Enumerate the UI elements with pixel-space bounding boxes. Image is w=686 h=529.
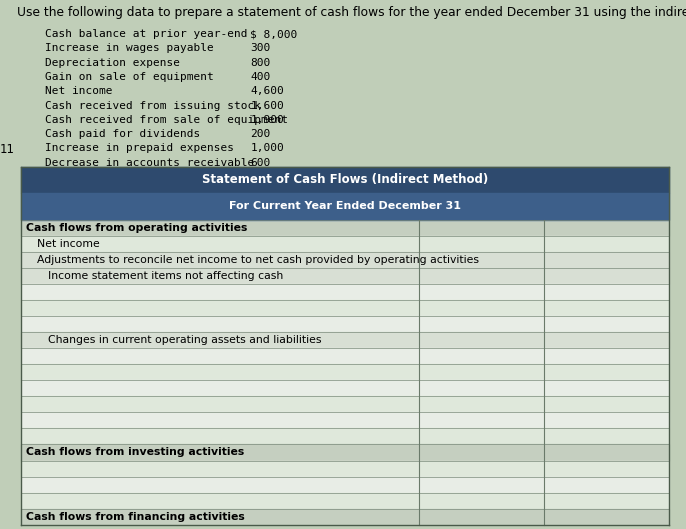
Text: Net income: Net income bbox=[45, 86, 112, 96]
Bar bbox=[21, 268, 669, 284]
Text: 4,600: 4,600 bbox=[250, 86, 284, 96]
Text: Adjustments to reconcile net income to net cash provided by operating activities: Adjustments to reconcile net income to n… bbox=[37, 254, 479, 264]
Bar bbox=[21, 412, 669, 428]
Text: Cash flows from investing activities: Cash flows from investing activities bbox=[26, 448, 244, 458]
Text: Cash received from sale of equipment: Cash received from sale of equipment bbox=[45, 115, 287, 125]
Text: 800: 800 bbox=[250, 58, 271, 68]
Text: For Current Year Ended December 31: For Current Year Ended December 31 bbox=[228, 202, 461, 211]
Text: 400: 400 bbox=[250, 72, 271, 82]
Text: 200: 200 bbox=[250, 129, 271, 139]
Text: Cash received from issuing stock: Cash received from issuing stock bbox=[45, 101, 261, 111]
Bar bbox=[21, 428, 669, 444]
Bar bbox=[21, 444, 669, 461]
Bar bbox=[21, 364, 669, 380]
Text: Net income: Net income bbox=[37, 239, 99, 249]
Bar bbox=[21, 477, 669, 492]
Bar bbox=[21, 220, 669, 235]
Bar bbox=[21, 509, 669, 525]
Bar bbox=[21, 461, 669, 477]
Text: Cash flows from operating activities: Cash flows from operating activities bbox=[26, 223, 248, 233]
Bar bbox=[21, 316, 669, 332]
Bar bbox=[21, 332, 669, 348]
Bar bbox=[21, 167, 669, 193]
Text: 600: 600 bbox=[250, 158, 271, 168]
Bar bbox=[21, 492, 669, 509]
Text: Cash paid for dividends: Cash paid for dividends bbox=[45, 129, 200, 139]
Text: Income statement items not affecting cash: Income statement items not affecting cas… bbox=[48, 271, 283, 281]
Bar bbox=[21, 396, 669, 412]
Text: Depreciation expense: Depreciation expense bbox=[45, 58, 180, 68]
Bar bbox=[21, 252, 669, 268]
Text: 11: 11 bbox=[0, 143, 15, 156]
Text: 300: 300 bbox=[250, 43, 271, 53]
Bar bbox=[21, 193, 669, 220]
Bar bbox=[21, 284, 669, 300]
Bar bbox=[21, 380, 669, 396]
Text: Statement of Cash Flows (Indirect Method): Statement of Cash Flows (Indirect Method… bbox=[202, 174, 488, 186]
Bar bbox=[21, 348, 669, 364]
Bar bbox=[21, 300, 669, 316]
Text: Gain on sale of equipment: Gain on sale of equipment bbox=[45, 72, 213, 82]
Text: 1,600: 1,600 bbox=[250, 101, 284, 111]
Text: Increase in prepaid expenses: Increase in prepaid expenses bbox=[45, 143, 234, 153]
Text: Decrease in accounts receivable: Decrease in accounts receivable bbox=[45, 158, 254, 168]
Text: Cash flows from financing activities: Cash flows from financing activities bbox=[26, 512, 245, 522]
Bar bbox=[21, 235, 669, 252]
Text: 1,000: 1,000 bbox=[250, 143, 284, 153]
Text: Increase in wages payable: Increase in wages payable bbox=[45, 43, 213, 53]
Text: $ 8,000: $ 8,000 bbox=[250, 29, 298, 39]
Text: Changes in current operating assets and liabilities: Changes in current operating assets and … bbox=[48, 335, 322, 345]
Text: Use the following data to prepare a statement of cash flows for the year ended D: Use the following data to prepare a stat… bbox=[17, 6, 686, 20]
Text: 1,900: 1,900 bbox=[250, 115, 284, 125]
Text: Cash balance at prior year-end: Cash balance at prior year-end bbox=[45, 29, 247, 39]
